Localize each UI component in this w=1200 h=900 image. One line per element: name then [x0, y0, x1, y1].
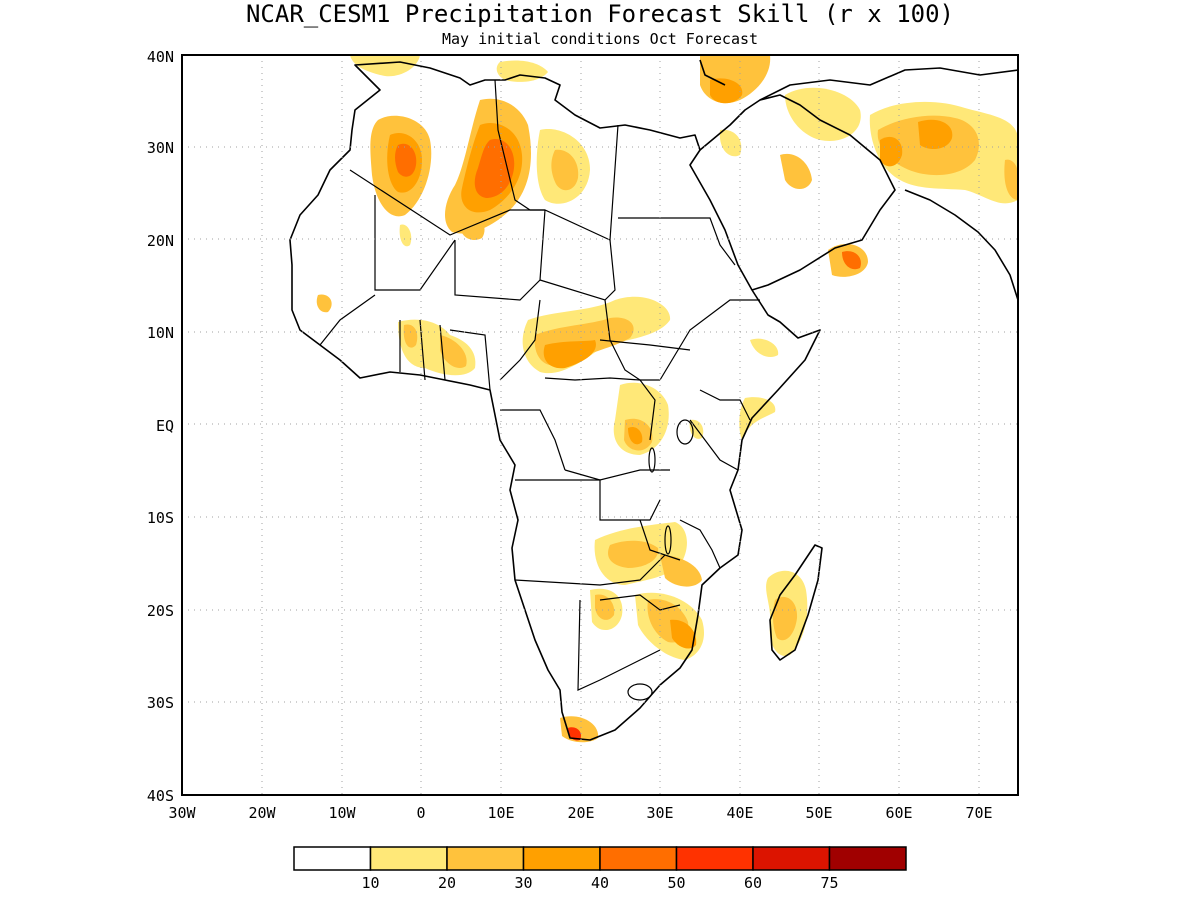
lat-label: 20S	[147, 602, 174, 620]
lat-lon-grid	[182, 55, 1018, 795]
plot-area	[181, 54, 1019, 796]
lat-label: 30S	[147, 694, 174, 712]
lon-label: 40E	[726, 804, 753, 822]
lat-label: 10S	[147, 509, 174, 527]
legend-swatch	[522, 846, 601, 871]
lat-label: 40N	[147, 48, 174, 66]
lon-label: 20E	[567, 804, 594, 822]
legend-swatch	[828, 846, 907, 871]
legend-swatch	[599, 846, 678, 871]
country-borders	[319, 79, 760, 691]
legend-label: 50	[667, 874, 685, 892]
lon-label: 60E	[885, 804, 912, 822]
lat-label: 30N	[147, 139, 174, 157]
legend-swatch	[293, 846, 372, 871]
lon-label: 50E	[805, 804, 832, 822]
lat-axis: 40N 30N 20N 10N EQ 10S 20S 30S 40S	[147, 48, 174, 805]
legend-label: 40	[591, 874, 609, 892]
lon-label: 30E	[646, 804, 673, 822]
map-title: NCAR_CESM1 Precipitation Forecast Skill …	[246, 0, 954, 28]
lon-label: 70E	[965, 804, 992, 822]
legend-swatch	[446, 846, 525, 871]
color-legend: 10 20 30 40 50 60 75	[293, 846, 907, 892]
map-subtitle: May initial conditions Oct Forecast	[442, 30, 758, 48]
legend-label: 75	[820, 874, 838, 892]
legend-swatch	[369, 846, 448, 871]
legend-swatch	[675, 846, 754, 871]
lakes	[627, 419, 694, 701]
lon-label: 20W	[248, 804, 276, 822]
lon-axis: 30W 20W 10W 0 10E 20E 30E 40E 50E 60E 70…	[168, 804, 992, 822]
skill-shading	[316, 55, 1018, 743]
lon-label: 10E	[487, 804, 514, 822]
lat-label: 20N	[147, 232, 174, 250]
legend-swatch	[752, 846, 831, 871]
lat-label: EQ	[156, 417, 174, 435]
legend-label: 30	[514, 874, 532, 892]
lon-label: 30W	[168, 804, 196, 822]
legend-label: 20	[438, 874, 456, 892]
legend-label: 10	[361, 874, 379, 892]
lon-label: 10W	[328, 804, 356, 822]
lat-label: 10N	[147, 324, 174, 342]
lat-label: 40S	[147, 787, 174, 805]
lon-label: 0	[416, 804, 425, 822]
plot-frame	[181, 54, 1019, 796]
legend-label: 60	[744, 874, 762, 892]
